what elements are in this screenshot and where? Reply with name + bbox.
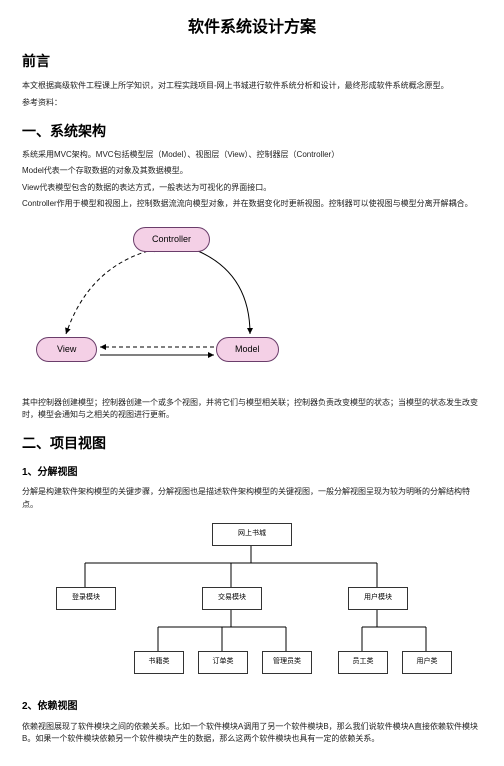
tree-staff: 员工类 — [338, 651, 388, 674]
controller-node: Controller — [133, 227, 210, 253]
section1-heading: 一、系统架构 — [22, 121, 482, 143]
model-desc: Model代表一个存取数据的对象及其数据模型。 — [22, 165, 482, 177]
mvc-desc: 系统采用MVC架构。MVC包括模型层（Model）、视图层（View）、控制器层… — [22, 149, 482, 161]
preface-reference: 参考资料： — [22, 97, 482, 109]
tree-admin: 管理员类 — [262, 651, 312, 674]
tree-root: 网上书城 — [212, 523, 292, 546]
tree-trade: 交易模块 — [202, 587, 262, 610]
view-node: View — [36, 337, 97, 363]
tree-customer: 用户类 — [402, 651, 452, 674]
controller-desc: Controller作用于模型和视图上，控制数据流流向模型对象，并在数据变化时更… — [22, 198, 482, 210]
decompose-tree: 网上书城 登录模块 交易模块 用户模块 书籍类 订单类 管理员类 员工类 用户类 — [32, 519, 472, 689]
preface-heading: 前言 — [22, 51, 482, 73]
dependency-desc: 依赖视图展现了软件模块之间的依赖关系。比如一个软件模块A调用了另一个软件模块B，… — [22, 721, 482, 746]
tree-user: 用户模块 — [348, 587, 408, 610]
preface-paragraph: 本文根据高级软件工程课上所学知识，对工程实践项目-网上书城进行软件系统分析和设计… — [22, 80, 482, 92]
decompose-heading: 1、分解视图 — [22, 465, 482, 481]
section2-heading: 二、项目视图 — [22, 433, 482, 455]
mvc-diagram: Controller View Model — [28, 219, 308, 389]
page-title: 软件系统设计方案 — [22, 16, 482, 41]
model-node: Model — [216, 337, 279, 363]
tree-login: 登录模块 — [56, 587, 116, 610]
view-desc: View代表模型包含的数据的表达方式，一般表达为可视化的界面接口。 — [22, 182, 482, 194]
tree-order: 订单类 — [198, 651, 248, 674]
mvc-summary: 其中控制器创建模型；控制器创建一个或多个视图，并将它们与模型相关联；控制器负责改… — [22, 397, 482, 422]
decompose-desc: 分解是构建软件架构模型的关键步骤，分解视图也是描述软件架构模型的关键视图，一般分… — [22, 486, 482, 511]
dependency-heading: 2、依赖视图 — [22, 699, 482, 715]
tree-book: 书籍类 — [134, 651, 184, 674]
